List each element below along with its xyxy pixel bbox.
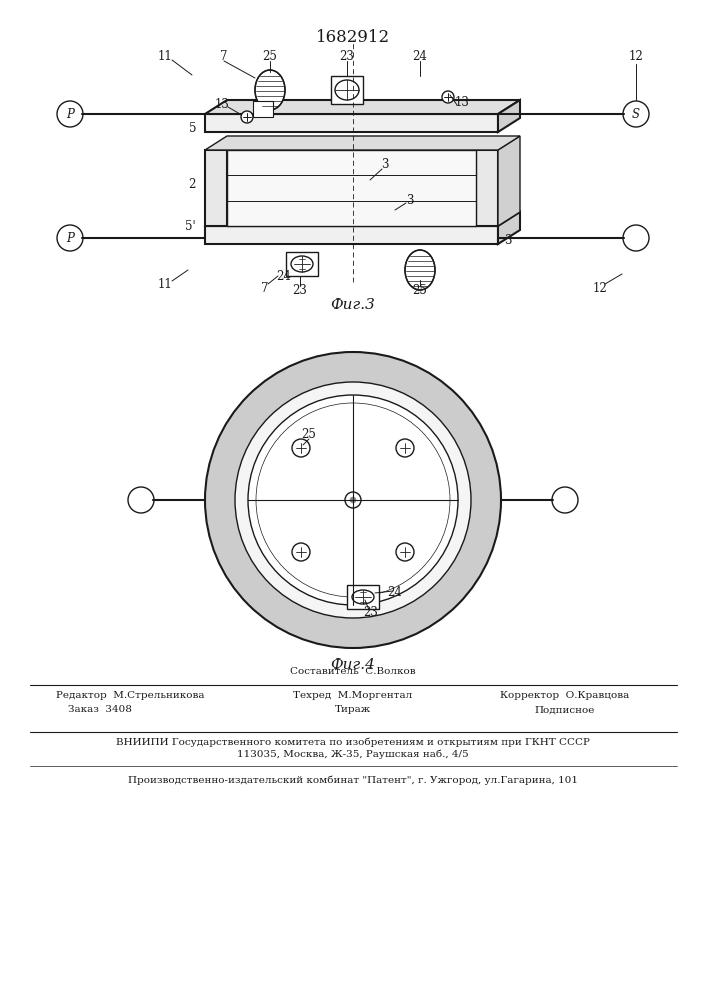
Polygon shape [205,100,520,114]
Text: 23: 23 [339,50,354,64]
Text: P: P [66,232,74,244]
Text: 1682912: 1682912 [316,28,390,45]
Text: 24: 24 [413,50,428,64]
Text: 24: 24 [276,269,291,282]
Text: 12: 12 [592,282,607,294]
Bar [205,226,498,244]
Text: 23: 23 [363,606,378,619]
Circle shape [57,101,83,127]
Circle shape [350,497,356,503]
Text: 5: 5 [189,122,196,135]
Text: 24: 24 [387,586,402,599]
Text: Корректор  О.Кравцова: Корректор О.Кравцова [501,690,630,700]
Text: Составитель  С.Волков: Составитель С.Волков [290,668,416,676]
Circle shape [248,395,458,605]
Text: 113035, Москва, Ж-35, Раушская наб., 4/5: 113035, Москва, Ж-35, Раушская наб., 4/5 [237,749,469,759]
Text: Подписное: Подписное [534,706,595,714]
Text: 5': 5' [185,221,196,233]
Text: 23: 23 [293,284,308,296]
Polygon shape [498,212,520,244]
Circle shape [235,382,471,618]
Text: 25: 25 [413,284,428,296]
Circle shape [552,487,578,513]
Bar [347,585,379,609]
Text: 13: 13 [455,96,469,108]
Circle shape [241,111,253,123]
Ellipse shape [255,70,285,110]
Circle shape [57,225,83,251]
Circle shape [128,487,154,513]
Circle shape [623,101,649,127]
Text: 11: 11 [158,50,173,64]
Text: Фиг.4: Фиг.4 [331,658,375,672]
Text: 3: 3 [504,233,512,246]
Text: Тираж: Тираж [335,706,371,714]
Bar [205,114,498,132]
Text: Редактор  М.Стрельникова: Редактор М.Стрельникова [56,690,204,700]
Text: ВНИИПИ Государственного комитета по изобретениям и открытиям при ГКНТ СССР: ВНИИПИ Государственного комитета по изоб… [116,737,590,747]
Text: 7: 7 [221,50,228,64]
Polygon shape [205,136,520,150]
Circle shape [345,492,361,508]
Text: Производственно-издательский комбинат "Патент", г. Ужгород, ул.Гагарина, 101: Производственно-издательский комбинат "П… [128,775,578,785]
Text: 3: 3 [407,194,414,207]
Text: Техред  М.Моргентал: Техред М.Моргентал [293,690,413,700]
Text: 2: 2 [189,178,196,192]
Ellipse shape [335,80,359,100]
Text: Заказ  3408: Заказ 3408 [68,706,132,714]
Ellipse shape [405,250,435,290]
Text: 13: 13 [214,99,230,111]
Bar [286,252,318,276]
Text: 25: 25 [302,428,317,442]
Text: Фиг.3: Фиг.3 [331,298,375,312]
Polygon shape [498,100,520,132]
Text: 7: 7 [262,282,269,294]
Polygon shape [205,212,520,226]
Text: 12: 12 [629,50,643,64]
Circle shape [623,225,649,251]
Polygon shape [498,136,520,226]
Text: P: P [66,107,74,120]
Text: 3: 3 [381,158,389,172]
Bar [476,150,498,226]
Bar [253,101,273,117]
Bar [205,150,227,226]
Circle shape [396,543,414,561]
Bar [331,76,363,104]
Text: S: S [632,107,640,120]
Circle shape [442,91,454,103]
Circle shape [205,352,501,648]
Ellipse shape [291,256,313,272]
Bar [227,150,476,226]
Ellipse shape [352,590,374,604]
Text: 11: 11 [158,277,173,290]
Circle shape [292,543,310,561]
Text: 25: 25 [262,50,277,64]
Circle shape [396,439,414,457]
Circle shape [292,439,310,457]
